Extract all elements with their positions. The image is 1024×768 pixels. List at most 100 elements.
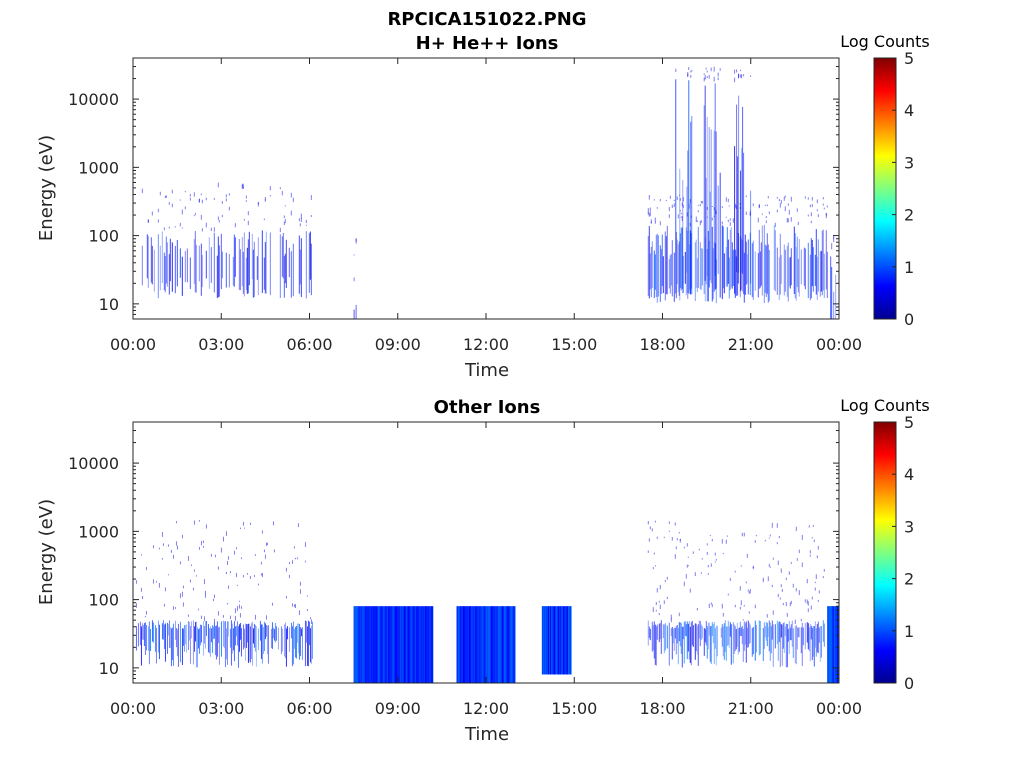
activity-column <box>431 606 433 683</box>
activity-column <box>181 256 183 296</box>
activity-column <box>399 606 401 683</box>
activity-speckle <box>171 203 173 208</box>
activity-speckle <box>734 604 736 608</box>
activity-column <box>696 258 698 293</box>
activity-speckle <box>752 203 754 207</box>
activity-column <box>797 627 799 638</box>
activity-column <box>304 620 306 667</box>
activity-column <box>382 606 384 683</box>
activity-column <box>742 106 744 274</box>
activity-column <box>189 625 191 664</box>
activity-column <box>468 606 470 683</box>
activity-speckle <box>706 70 708 73</box>
activity-column <box>715 131 717 289</box>
activity-speckle <box>284 205 286 207</box>
activity-speckle <box>203 616 205 622</box>
activity-column <box>570 606 572 675</box>
y-tick-label: 10000 <box>68 90 119 109</box>
activity-column <box>798 627 800 638</box>
activity-speckle <box>158 547 160 550</box>
activity-speckle <box>708 74 710 79</box>
activity-speckle <box>294 557 296 560</box>
activity-column <box>509 606 511 683</box>
activity-column <box>379 606 381 683</box>
activity-column <box>727 239 729 284</box>
activity-column <box>192 620 194 665</box>
activity-column <box>142 625 144 640</box>
colorbar-tick-label: 1 <box>904 622 914 641</box>
activity-speckle <box>725 216 727 218</box>
activity-column <box>510 606 512 683</box>
activity-speckle <box>697 210 699 213</box>
activity-column <box>310 243 312 296</box>
activity-column <box>242 251 244 294</box>
activity-column <box>758 229 760 289</box>
activity-column <box>675 231 677 299</box>
activity-column <box>739 621 741 636</box>
activity-column <box>809 623 811 662</box>
activity-column <box>295 625 297 659</box>
activity-speckle <box>727 198 729 203</box>
activity-speckle <box>261 572 263 578</box>
activity-speckle <box>772 610 774 615</box>
activity-speckle <box>811 197 813 201</box>
activity-column <box>715 625 717 666</box>
activity-speckle <box>288 561 290 565</box>
activity-column <box>492 606 494 683</box>
activity-column <box>261 230 263 294</box>
activity-speckle <box>181 591 183 597</box>
activity-speckle <box>786 217 788 223</box>
activity-speckle <box>708 603 710 609</box>
activity-speckle <box>719 68 721 71</box>
activity-speckle <box>682 205 684 209</box>
activity-speckle <box>778 198 780 202</box>
activity-column <box>479 606 481 683</box>
activity-speckle <box>711 538 713 542</box>
activity-column <box>823 253 825 299</box>
activity-speckle <box>746 553 748 558</box>
activity-column <box>760 242 762 286</box>
activity-column <box>386 606 388 683</box>
activity-speckle <box>749 588 751 594</box>
activity-speckle <box>801 534 803 540</box>
activity-column <box>782 623 784 649</box>
activity-column <box>742 628 744 662</box>
activity-speckle <box>263 549 265 553</box>
activity-column <box>705 620 707 646</box>
activity-column <box>269 232 271 296</box>
activity-speckle <box>159 191 161 196</box>
activity-column <box>353 309 355 319</box>
activity-column <box>135 626 137 651</box>
activity-column <box>488 606 490 683</box>
activity-column <box>831 267 833 319</box>
activity-column <box>798 238 800 297</box>
activity-column <box>247 239 249 294</box>
activity-column <box>660 248 662 294</box>
activity-column <box>299 627 301 657</box>
activity-column <box>392 606 394 683</box>
activity-column <box>679 622 681 647</box>
activity-column <box>507 606 509 683</box>
activity-speckle <box>648 213 650 217</box>
activity-column <box>294 626 296 658</box>
activity-column <box>179 621 181 663</box>
figure-title: RPCICA151022.PNG <box>387 9 586 30</box>
activity-speckle <box>695 216 697 221</box>
activity-column <box>558 606 560 675</box>
activity-column <box>735 629 737 650</box>
activity-column <box>394 606 396 683</box>
activity-speckle <box>227 585 229 589</box>
activity-speckle <box>686 212 688 217</box>
activity-column <box>730 624 732 665</box>
colorbar-label: Log Counts <box>840 396 930 415</box>
activity-column <box>305 231 307 299</box>
activity-column <box>402 606 404 683</box>
activity-column <box>766 233 768 294</box>
x-tick-label: 09:00 <box>375 335 421 354</box>
activity-column <box>737 232 739 284</box>
activity-column <box>670 628 672 637</box>
activity-speckle <box>164 587 166 592</box>
activity-column <box>717 185 719 275</box>
activity-column <box>218 626 220 665</box>
activity-speckle <box>298 610 300 616</box>
